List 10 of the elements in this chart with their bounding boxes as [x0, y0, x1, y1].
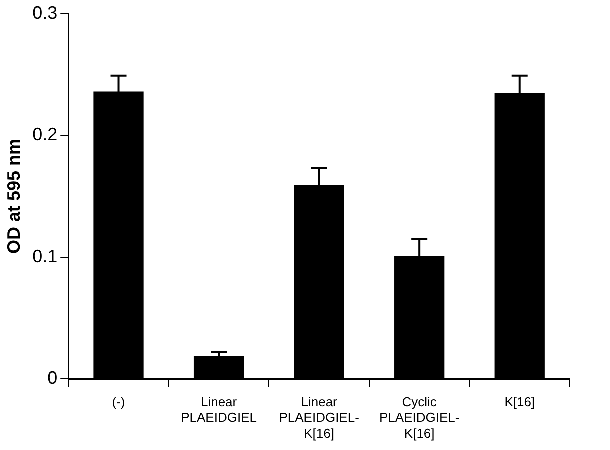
y-axis-title: OD at 595 nm [4, 138, 24, 254]
x-tick-label: Linear PLAEIDGIEL- K[16] [279, 394, 360, 441]
y-tick-label: 0.2 [32, 124, 58, 145]
y-tick-label: 0 [48, 368, 58, 388]
y-tick-label: 0.1 [32, 246, 58, 266]
x-tick-label: Linear PLAEIDGIEL [181, 394, 257, 426]
x-tick-label: K[16] [504, 394, 536, 410]
x-tick-label: Cyclic PLAEIDGIEL- K[16] [379, 394, 460, 441]
y-tick-label: 0.3 [32, 2, 58, 23]
x-tick-label: (-) [112, 394, 126, 410]
